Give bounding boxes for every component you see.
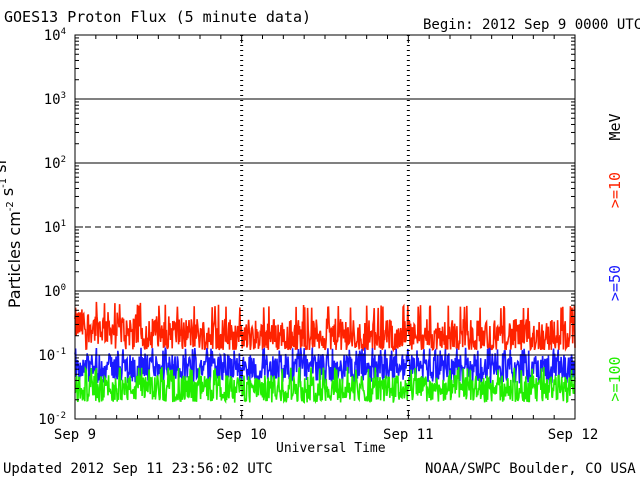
y-tick-label-exp: 2 <box>61 155 66 165</box>
y-tick-label: 104 <box>44 27 66 44</box>
credit-text: NOAA/SWPC Boulder, CO USA <box>425 461 636 477</box>
series-line-ge100 <box>74 365 576 405</box>
legend-unit: MeV <box>606 113 624 140</box>
begin-time: Begin: 2012 Sep 9 0000 UTC <box>423 17 640 33</box>
y-tick-label: 10-1 <box>38 347 66 364</box>
y-tick-label: 100 <box>44 283 66 300</box>
y-axis-label-text: Particles cm <box>5 211 24 308</box>
x-tick-label: Sep 12 <box>548 427 599 443</box>
legend-ge100: >=100 <box>606 356 624 401</box>
y-tick-label: 10-2 <box>38 411 66 428</box>
y-tick-label-base: 10 <box>44 156 61 172</box>
y-tick-label-exp: 0 <box>61 283 66 293</box>
y-tick-label-exp: 4 <box>61 27 66 37</box>
y-tick-label-base: 10 <box>44 284 61 300</box>
y-axis-label: Particles cm-2 s-1 sr-1 <box>0 148 24 308</box>
x-tick-label: Sep 10 <box>216 427 267 443</box>
chart-title: GOES13 Proton Flux (5 minute data) <box>4 8 312 26</box>
y-tick-label-base: 10 <box>44 220 61 236</box>
y-tick-label-base: 10 <box>44 92 61 108</box>
legend-ge10: >=10 <box>606 172 624 208</box>
x-axis-label: Universal Time <box>276 441 386 456</box>
y-tick-label: 101 <box>44 219 66 236</box>
series-line-ge10 <box>74 301 576 353</box>
y-tick-label-exp: 3 <box>61 91 66 101</box>
y-tick-label-exp: 1 <box>61 219 66 229</box>
updated-timestamp: Updated 2012 Sep 11 23:56:02 UTC <box>3 461 273 477</box>
x-tick-label: Sep 11 <box>383 427 434 443</box>
y-axis-label-exp: -1 <box>0 148 2 158</box>
y-tick-label-base: 10 <box>38 348 55 364</box>
y-tick-label-exp: -2 <box>55 411 66 421</box>
y-axis-label-text: s <box>0 188 17 201</box>
y-tick-label: 102 <box>44 155 66 172</box>
y-axis-label-text: sr <box>0 157 10 177</box>
y-tick-label-base: 10 <box>38 412 55 428</box>
y-axis-label-exp: -2 <box>5 201 16 211</box>
y-tick-label-exp: -1 <box>55 347 66 357</box>
series-line-ge50 <box>74 346 576 385</box>
y-tick-label-base: 10 <box>44 28 61 44</box>
y-tick-label: 103 <box>44 91 66 108</box>
y-axis-label-exp: -1 <box>0 178 9 188</box>
x-tick-label: Sep 9 <box>54 427 96 443</box>
legend-ge50: >=50 <box>606 265 624 301</box>
